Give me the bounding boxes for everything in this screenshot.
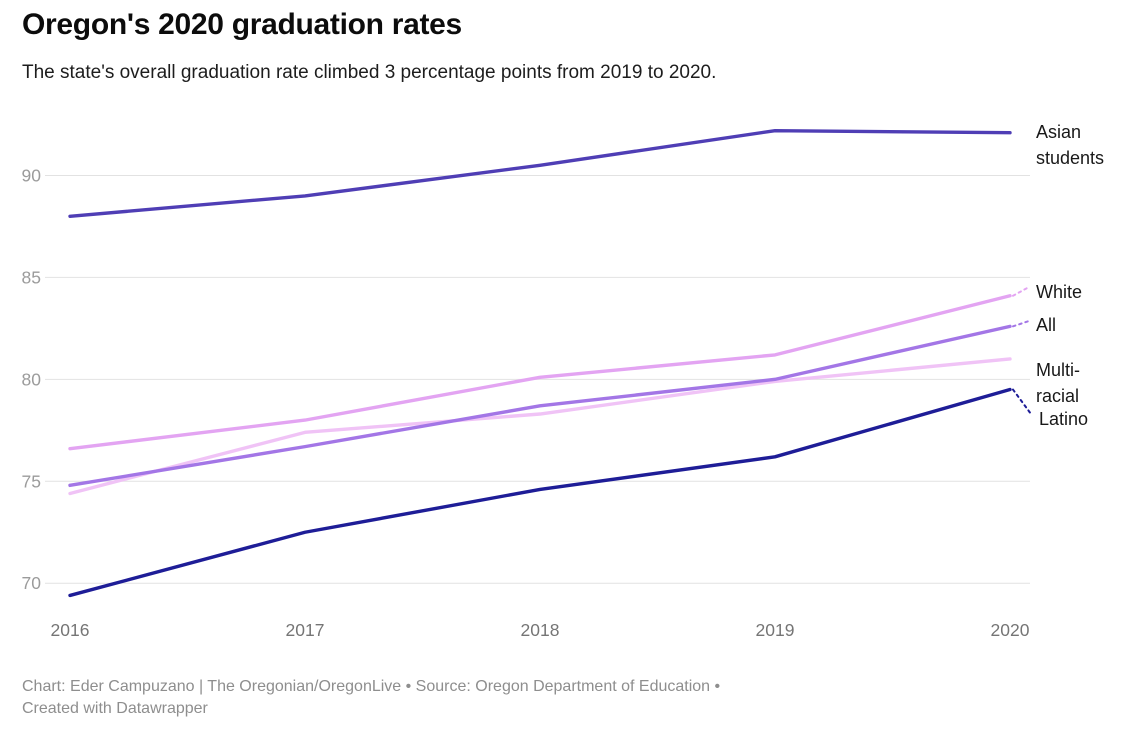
gridlines <box>45 175 1030 584</box>
series-line-asian-students <box>68 128 1012 218</box>
series-line-multi-racial <box>68 357 1012 496</box>
x-tick-label-2019: 2019 <box>756 620 795 640</box>
chart-attribution: Chart: Eder Campuzano | The Oregonian/Or… <box>22 676 972 720</box>
series-label-all: All <box>1036 315 1057 335</box>
y-tick-label-85: 85 <box>22 267 41 287</box>
y-tick-label-70: 70 <box>22 573 42 593</box>
label-connector-white <box>1012 286 1030 297</box>
x-tick-label-2016: 2016 <box>51 620 90 640</box>
label-connector-latino <box>1012 388 1032 415</box>
series-label-multi-racial: Multi-racial <box>1036 360 1080 406</box>
y-tick-label-75: 75 <box>22 471 41 491</box>
label-connector-all <box>1012 320 1030 328</box>
y-axis-tick-labels: 70 75 80 85 90 <box>22 166 42 594</box>
y-tick-label-90: 90 <box>22 166 42 186</box>
x-tick-label-2017: 2017 <box>286 620 325 640</box>
attribution-line-2: Created with Datawrapper <box>22 700 208 717</box>
x-tick-label-2020: 2020 <box>991 620 1030 640</box>
attribution-line-1: Chart: Eder Campuzano | The Oregonian/Or… <box>22 678 721 695</box>
series-lines <box>68 128 1012 598</box>
series-label-asian-students: Asian students <box>1036 122 1105 168</box>
series-line-all <box>68 324 1012 488</box>
label-connector-lines <box>1012 286 1032 415</box>
x-tick-label-2018: 2018 <box>521 620 560 640</box>
chart-title: Oregon's 2020 graduation rates <box>22 8 462 41</box>
series-line-latino <box>68 387 1012 598</box>
y-tick-label-80: 80 <box>22 369 42 389</box>
chart-subtitle: The state's overall graduation rate clim… <box>22 62 717 83</box>
series-line-white <box>68 294 1012 451</box>
x-axis-tick-labels: 2016 2017 2018 2019 2020 <box>51 620 1030 640</box>
series-label-latino: Latino <box>1039 409 1089 429</box>
series-label-white: White <box>1036 282 1083 302</box>
